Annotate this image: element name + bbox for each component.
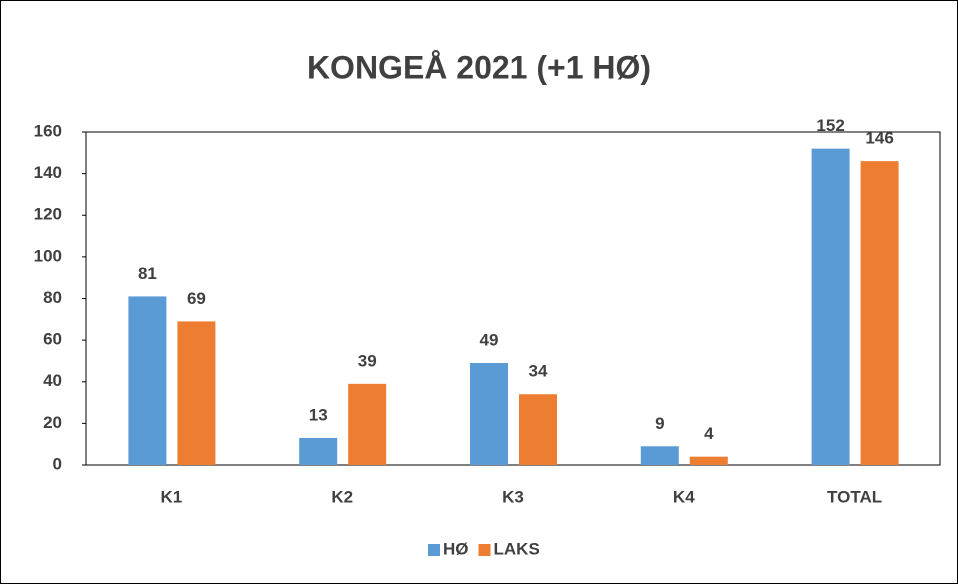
bar <box>348 383 387 465</box>
value-label: 152 <box>816 116 844 135</box>
y-tick-label: 60 <box>43 330 62 349</box>
chart-title: KONGEÅ 2021 (+1 HØ) <box>307 49 651 85</box>
y-tick-label: 20 <box>43 413 62 432</box>
y-tick-label: 120 <box>34 205 62 224</box>
bar <box>689 456 728 465</box>
value-label: 49 <box>480 331 499 350</box>
bar <box>470 363 508 465</box>
bar <box>860 161 899 465</box>
value-label: 13 <box>309 405 328 424</box>
bar <box>177 321 216 465</box>
value-label: 81 <box>138 264 157 283</box>
bar <box>128 296 167 465</box>
legend-label: LAKS <box>494 539 540 558</box>
bar <box>519 394 557 465</box>
legend-swatch <box>478 544 491 556</box>
value-label: 146 <box>865 129 893 148</box>
bar <box>299 437 338 465</box>
x-tick-label: K2 <box>331 487 353 506</box>
x-tick-label: K1 <box>161 487 183 506</box>
y-tick-label: 140 <box>34 163 62 182</box>
y-tick-label: 40 <box>43 371 62 390</box>
y-tick-label: 160 <box>34 121 62 140</box>
y-tick-label: 100 <box>34 246 62 265</box>
value-label: 69 <box>187 289 206 308</box>
x-tick-label: K4 <box>673 487 695 506</box>
legend-label: HØ <box>443 539 469 558</box>
value-label: 39 <box>358 351 377 370</box>
x-tick-label: TOTAL <box>827 487 882 506</box>
bar <box>811 148 850 465</box>
value-label: 4 <box>704 424 714 443</box>
bar <box>640 446 679 465</box>
y-tick-label: 0 <box>53 454 62 473</box>
legend-swatch <box>428 544 440 556</box>
value-label: 9 <box>655 414 664 433</box>
y-tick-label: 80 <box>43 288 62 307</box>
value-label: 34 <box>529 362 548 381</box>
x-tick-label: K3 <box>502 487 524 506</box>
